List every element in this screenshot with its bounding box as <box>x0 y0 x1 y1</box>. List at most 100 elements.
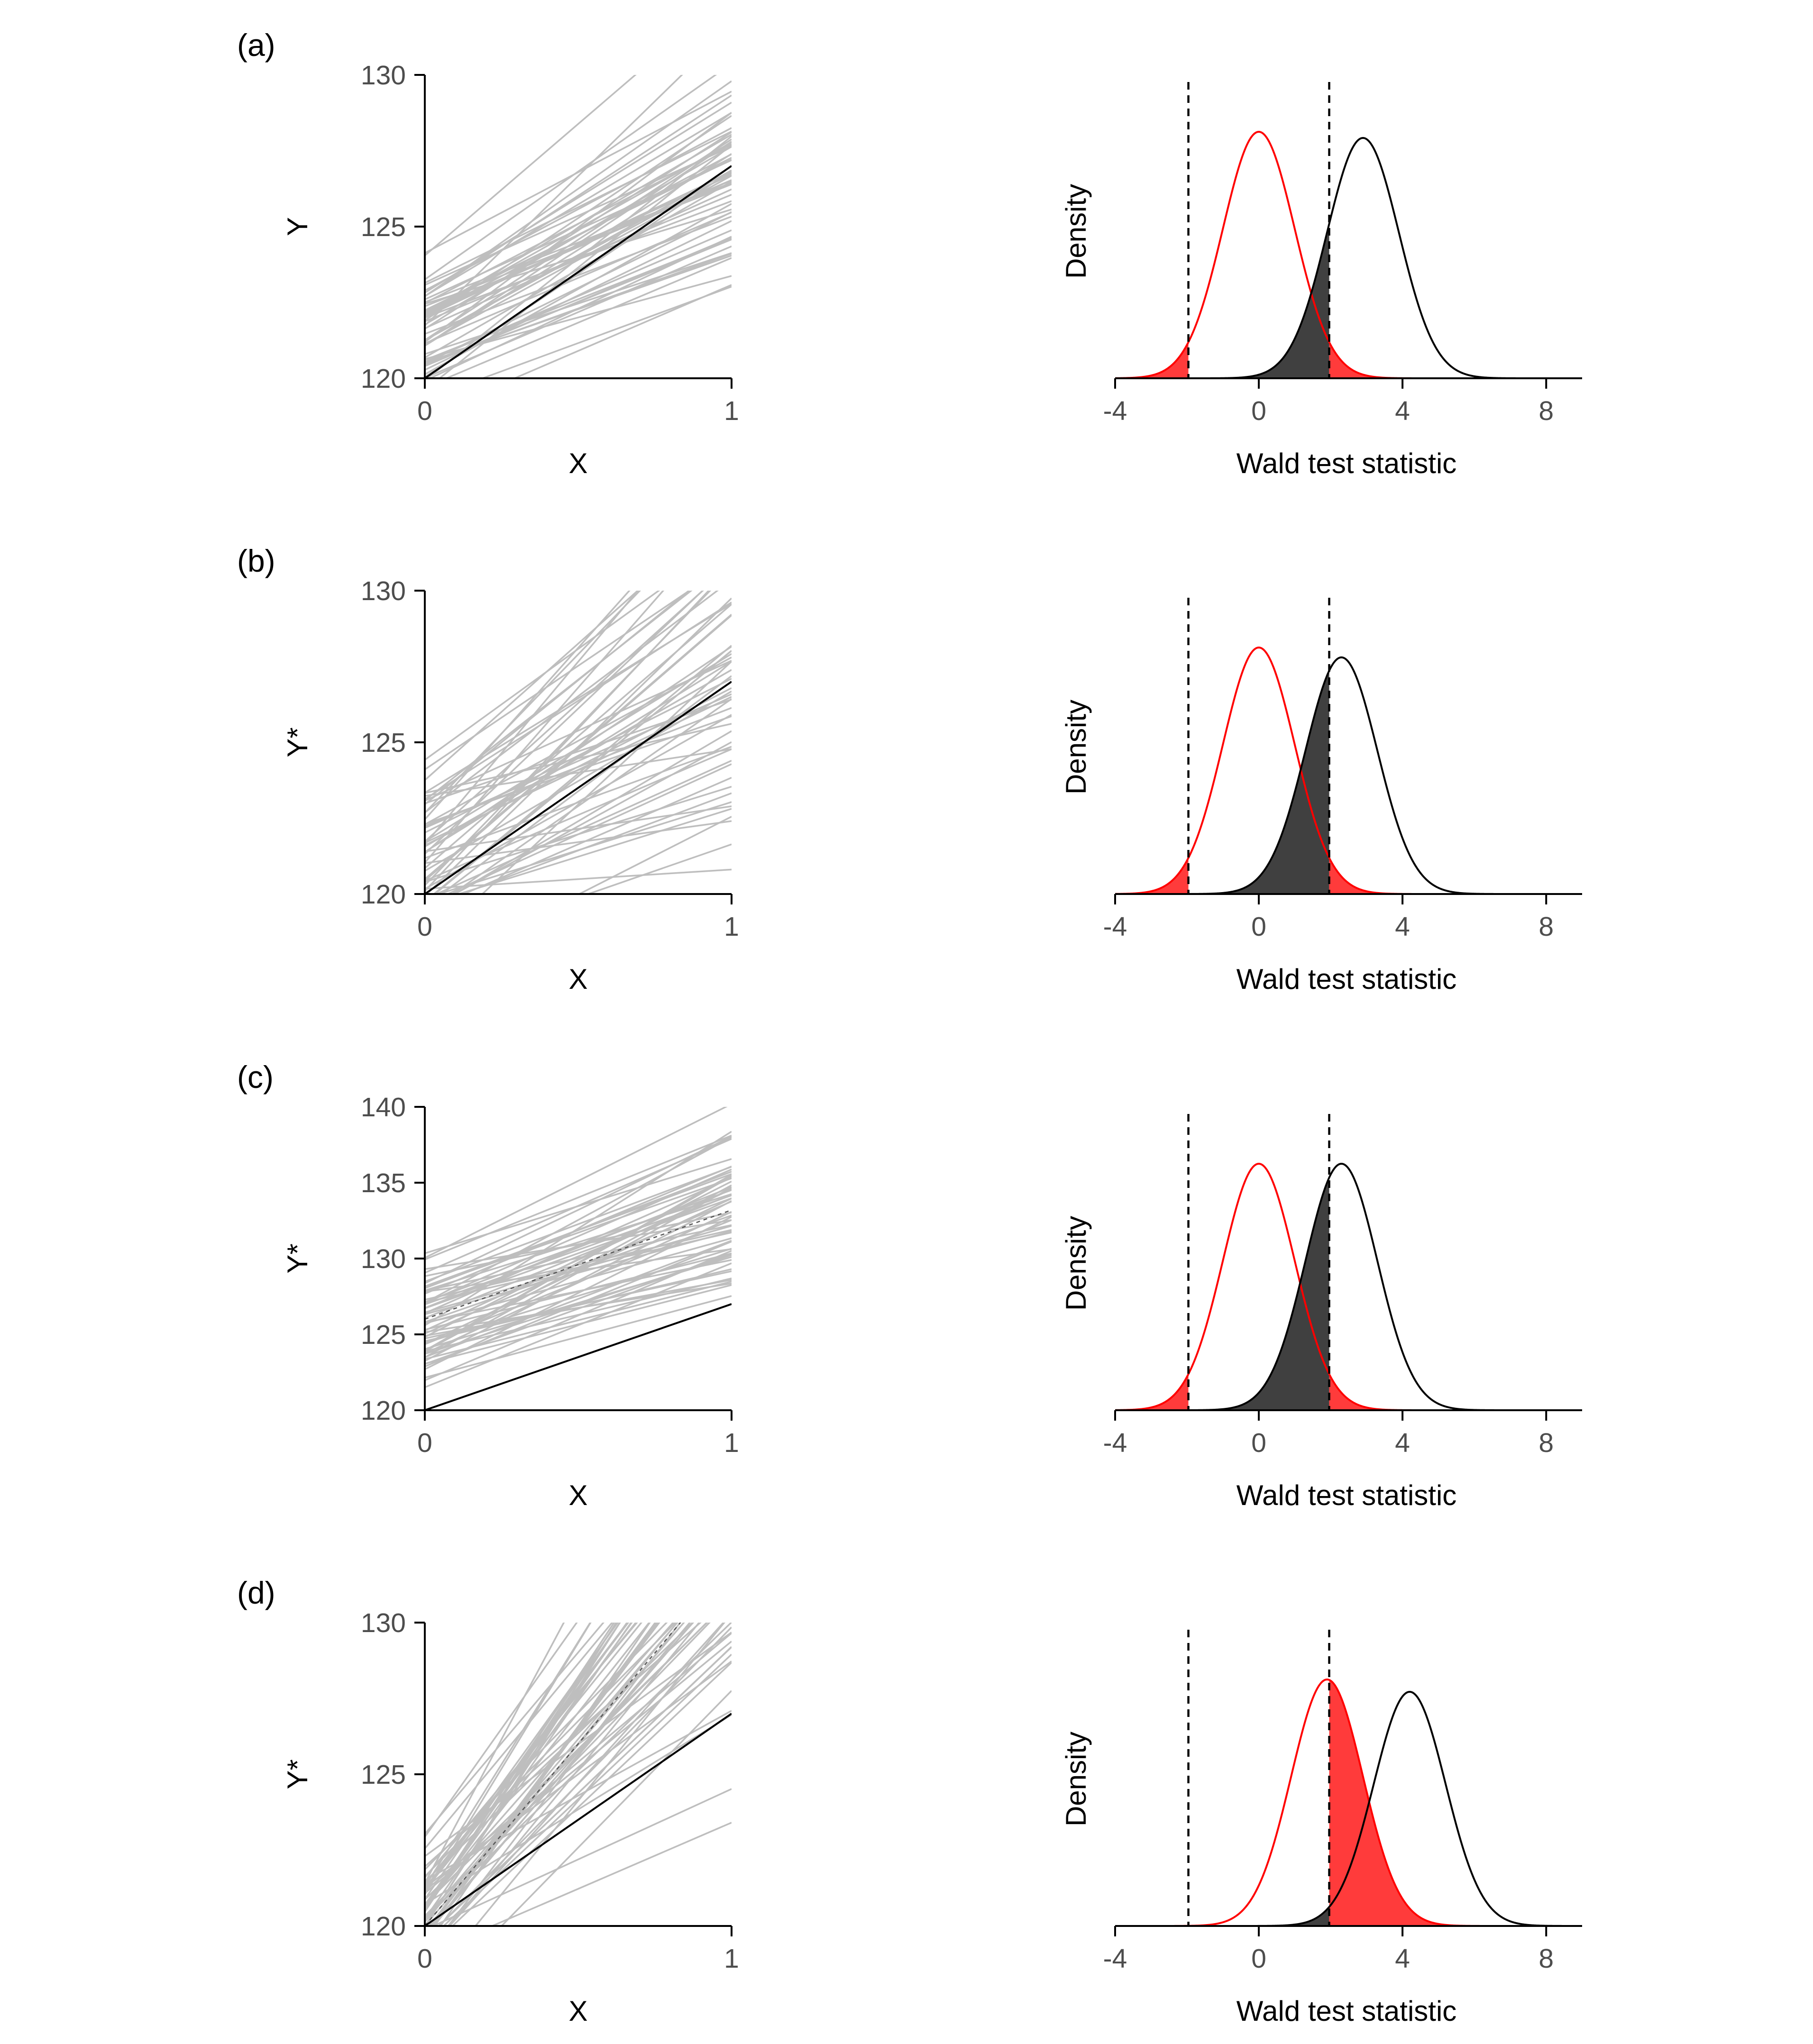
simulated-line <box>425 203 732 375</box>
y-tick-label: 125 <box>361 212 406 242</box>
simulated-line <box>480 286 732 378</box>
x-axis-title: Wald test statistic <box>1236 1995 1457 2027</box>
null-lower-tail-area <box>1115 342 1189 378</box>
y-tick-label: 130 <box>361 1608 406 1638</box>
y-axis-title: Density <box>1060 1732 1092 1826</box>
simulated-line <box>425 1623 578 1838</box>
y-axis-title: Y* <box>282 1243 313 1273</box>
simulated-line <box>425 723 732 794</box>
y-tick-label: 135 <box>361 1168 406 1198</box>
simulated-line <box>444 257 732 378</box>
simulated-line <box>425 1284 732 1365</box>
simulated-line <box>425 785 732 883</box>
alternative-shaded-area <box>1115 224 1329 378</box>
simulated-line <box>425 159 732 311</box>
simulated-line <box>425 1195 732 1305</box>
simulated-line <box>425 1282 732 1333</box>
x-tick-label: 0 <box>1251 1944 1266 1974</box>
simulated-line <box>586 843 732 894</box>
simulated-line <box>425 690 732 872</box>
simulated-line <box>448 1623 725 1926</box>
simulated-line <box>425 1241 732 1368</box>
x-tick-label: 1 <box>724 1428 739 1458</box>
simulated-line <box>425 237 732 361</box>
simulated-line <box>512 284 732 378</box>
simulated-line <box>442 1653 732 1926</box>
true-line <box>425 1713 732 1926</box>
simulated-line <box>425 903 732 921</box>
simulated-line <box>425 591 660 761</box>
simulated-line <box>440 1623 651 1926</box>
y-axis-title: Y* <box>282 1759 313 1789</box>
true-line <box>425 165 732 378</box>
x-axis-title: Wald test statistic <box>1236 1479 1457 1511</box>
null-upper-tail-area <box>1329 858 1582 894</box>
y-tick-label: 120 <box>361 1396 406 1426</box>
x-tick-label: -4 <box>1103 396 1127 426</box>
x-tick-label: -4 <box>1103 1428 1127 1458</box>
x-tick-label: 0 <box>417 1944 432 1974</box>
true-line <box>425 681 732 894</box>
x-axis-title: X <box>568 963 587 995</box>
simulated-line <box>431 1788 732 1926</box>
simulated-line <box>425 1237 732 1324</box>
simulated-line <box>490 1822 732 1926</box>
null-density-curve <box>1115 646 1582 895</box>
y-tick-label: 130 <box>361 1244 406 1274</box>
simulated-line <box>425 112 732 297</box>
simulated-line <box>425 746 732 859</box>
simulated-line <box>453 730 732 894</box>
simulated-line <box>425 868 732 890</box>
alternative-density-curve <box>1115 656 1582 895</box>
y-tick-label: 130 <box>361 576 406 606</box>
simulated-line <box>474 1623 725 1926</box>
y-tick-label: 120 <box>361 879 406 910</box>
simulated-line <box>425 1136 732 1304</box>
simulated-line <box>425 820 732 864</box>
regression-panel: (a) 120 125 130 0 1 X Y <box>237 27 739 479</box>
simulated-line <box>434 759 732 894</box>
simulated-line <box>481 660 732 894</box>
x-tick-label: 0 <box>417 396 432 426</box>
panel-label: (a) <box>237 27 275 63</box>
null-lower-tail-area <box>1115 858 1189 894</box>
simulated-line <box>425 1623 633 1908</box>
simulated-line <box>425 1180 732 1338</box>
simulated-line <box>451 1661 732 1926</box>
simulated-line <box>425 1295 732 1378</box>
x-tick-label: 8 <box>1538 912 1554 942</box>
y-axis-title: Density <box>1060 1216 1092 1311</box>
simulated-line <box>425 805 732 852</box>
simulated-line <box>425 1278 732 1352</box>
simulated-line <box>425 591 641 813</box>
simulated-line <box>425 146 732 286</box>
regression-panel: (d) 120 125 130 0 1 X Y* <box>237 1575 739 2027</box>
simulated-line <box>425 1174 732 1351</box>
null-density-curve <box>1115 1162 1582 1411</box>
simulated-line <box>425 1107 728 1259</box>
null-upper-tail-area <box>1329 1679 1582 1926</box>
panel-label: (b) <box>237 543 275 578</box>
true-line <box>425 1303 732 1410</box>
simulated-line <box>425 591 691 770</box>
simulated-line <box>425 181 732 358</box>
simulated-line <box>459 792 732 894</box>
y-axis-title: Density <box>1060 184 1092 279</box>
density-panel: -4 0 4 8 Wald test statistic Density <box>1060 598 1582 995</box>
simulated-line <box>425 660 732 802</box>
x-tick-label: 0 <box>1251 1428 1266 1458</box>
simulated-line <box>577 816 732 894</box>
simulated-lines <box>425 1623 732 1926</box>
simulated-line <box>425 138 732 341</box>
simulated-line <box>425 91 732 254</box>
null-lower-tail-area <box>1115 1374 1189 1410</box>
y-tick-label: 120 <box>361 1911 406 1942</box>
y-axis-title: Y* <box>282 727 313 757</box>
x-tick-label: 8 <box>1538 1944 1554 1974</box>
simulated-line <box>425 252 732 355</box>
alternative-density-curve <box>1115 137 1582 379</box>
simulated-lines <box>425 591 732 921</box>
y-tick-label: 125 <box>361 1760 406 1790</box>
regression-panel: (c) 120 125 130 135 140 0 1 X Y* <box>237 1059 739 1511</box>
